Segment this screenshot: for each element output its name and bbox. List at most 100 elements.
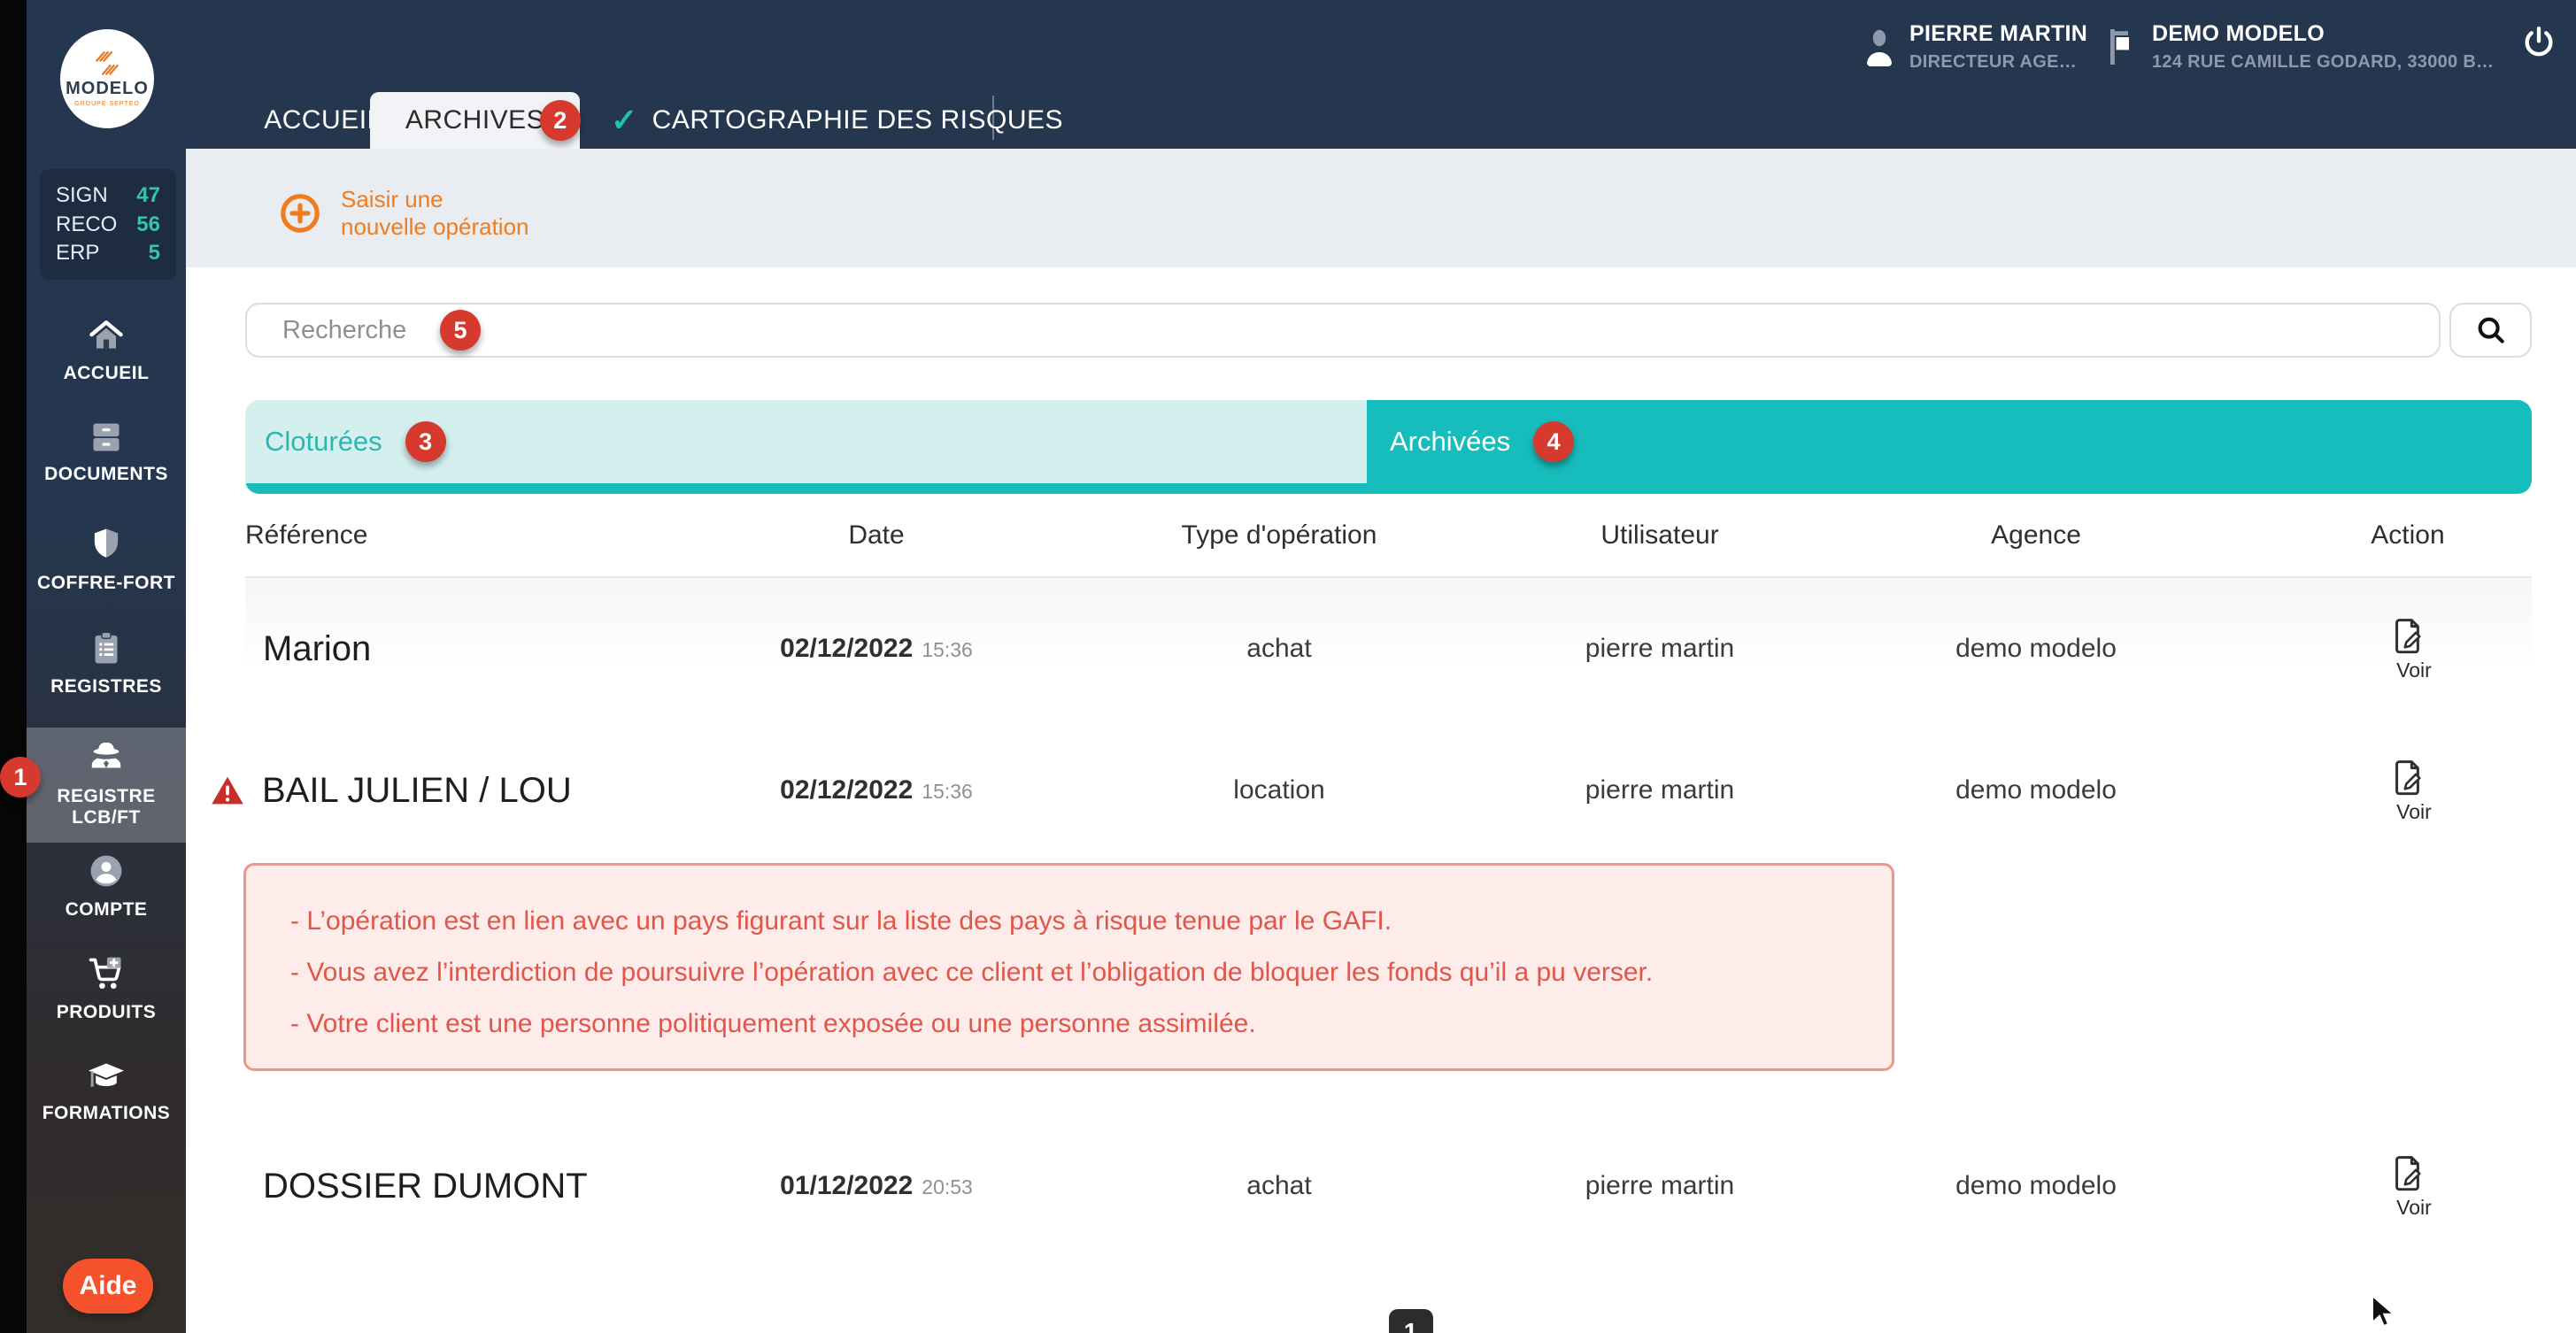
tab-cloturees-label: Cloturées bbox=[265, 426, 382, 457]
row-reference: DOSSIER DUMONT bbox=[263, 1166, 588, 1206]
sidebar-item-label: ACCUEIL bbox=[63, 363, 150, 383]
stat-reco: RECO 56 bbox=[56, 212, 160, 237]
logo-subbrand: GROUPE SEPTEO bbox=[74, 101, 140, 107]
row-agency: demo modelo bbox=[1955, 634, 2117, 663]
sidebar-item-label: COMPTE bbox=[65, 899, 148, 920]
action-band: Saisir une nouvelle opération bbox=[186, 149, 2576, 267]
search-button[interactable] bbox=[2449, 303, 2532, 358]
logout-power-icon[interactable] bbox=[2521, 25, 2557, 60]
tab-cartographie-label: CARTOGRAPHIE DES RISQUES bbox=[652, 105, 1064, 135]
table-header: Référence Date Type d'opération Utilisat… bbox=[245, 494, 2532, 578]
column-type: Type d'opération bbox=[1181, 520, 1377, 550]
plus-circle-icon bbox=[279, 192, 321, 235]
sidebar-item-produits[interactable]: PRODUITS bbox=[27, 954, 186, 1023]
main-content: 5 Cloturées 3 Archivées 4 bbox=[186, 267, 2576, 1333]
mouse-cursor bbox=[2371, 1294, 2401, 1329]
view-action-button[interactable]: Voir bbox=[2384, 616, 2432, 682]
sidebar-item-label: FORMATIONS bbox=[42, 1103, 171, 1123]
warning-icon bbox=[211, 775, 244, 805]
user-icon bbox=[1862, 26, 1897, 68]
help-button[interactable]: Aide bbox=[63, 1259, 153, 1314]
tab-archives-label: ARCHIVES bbox=[405, 105, 545, 135]
user-menu[interactable]: PIERRE MARTIN DIRECTEUR AGE… bbox=[1862, 21, 2087, 73]
logo-s-icon bbox=[95, 50, 120, 75]
tab-archives-badge: 2 bbox=[540, 100, 581, 141]
sidebar-item-coffre-fort[interactable]: COFFRE-FORT bbox=[27, 525, 186, 594]
stat-value: 5 bbox=[148, 241, 160, 265]
tab-cartographie[interactable]: ✓ CARTOGRAPHIE DES RISQUES bbox=[611, 92, 1063, 149]
account-icon bbox=[87, 851, 126, 890]
row-date: 02/12/2022 15:36 bbox=[780, 634, 973, 663]
sidebar-item-label: REGISTRES bbox=[50, 676, 162, 697]
row-user: pierre martin bbox=[1585, 1171, 1735, 1200]
search-bar: 5 bbox=[245, 303, 2532, 358]
stat-value: 47 bbox=[136, 183, 160, 207]
table-row[interactable]: DOSSIER DUMONT 01/12/2022 20:53 achat pi… bbox=[245, 1071, 2532, 1301]
left-edge-strip bbox=[0, 0, 27, 1333]
agency-menu[interactable]: DEMO MODELO 124 RUE CAMILLE GODARD, 3300… bbox=[2102, 21, 2494, 73]
row-agency: demo modelo bbox=[1955, 775, 2117, 805]
column-reference: Référence bbox=[245, 520, 368, 550]
row-user: pierre martin bbox=[1585, 775, 1735, 805]
shield-icon bbox=[88, 525, 125, 564]
pagination-page-1[interactable]: 1 bbox=[1388, 1309, 1433, 1333]
tab-cloturees-badge: 3 bbox=[405, 421, 446, 462]
cart-plus-icon bbox=[86, 954, 127, 993]
alert-line: - Votre client est une personne politiqu… bbox=[290, 1009, 1256, 1038]
spy-icon bbox=[86, 740, 127, 777]
search-input[interactable] bbox=[245, 303, 2441, 358]
table-row[interactable]: BAIL JULIEN / LOU 02/12/2022 15:36 locat… bbox=[212, 720, 2532, 1071]
agency-address: 124 RUE CAMILLE GODARD, 33000 B… bbox=[2152, 52, 2495, 72]
search-badge: 5 bbox=[440, 310, 481, 351]
documents-icon bbox=[87, 420, 126, 455]
tab-accueil[interactable]: ACCUEIL bbox=[264, 105, 382, 135]
agency-flag-icon bbox=[2102, 25, 2140, 69]
document-edit-icon bbox=[2389, 616, 2426, 657]
sidebar-lcbft-badge: 1 bbox=[0, 757, 41, 797]
sidebar-item-formations[interactable]: FORMATIONS bbox=[27, 1059, 186, 1124]
alert-line: - L’opération est en lien avec un pays f… bbox=[290, 906, 1392, 936]
row-type: achat bbox=[1246, 1171, 1312, 1200]
user-role: DIRECTEUR AGE… bbox=[1909, 52, 2078, 72]
agency-name: DEMO MODELO bbox=[2152, 21, 2325, 46]
tab-archivees[interactable]: Archivées 4 bbox=[1367, 400, 2532, 483]
row-reference: Marion bbox=[263, 628, 372, 668]
column-utilisateur: Utilisateur bbox=[1600, 520, 1719, 550]
column-action: Action bbox=[2371, 520, 2445, 550]
compliance-alert-box: - L’opération est en lien avec un pays f… bbox=[243, 863, 1894, 1071]
stat-label: ERP bbox=[56, 241, 100, 265]
stat-label: SIGN bbox=[56, 183, 108, 207]
tab-cloturees[interactable]: Cloturées 3 bbox=[245, 400, 1367, 483]
stat-erp: ERP 5 bbox=[56, 241, 160, 266]
document-edit-icon bbox=[2389, 1153, 2426, 1194]
check-icon: ✓ bbox=[611, 102, 638, 138]
alert-line: - Vous avez l’interdiction de poursuivre… bbox=[290, 958, 1654, 987]
row-type: achat bbox=[1246, 634, 1312, 663]
column-date: Date bbox=[848, 520, 905, 550]
filter-tabs-underline bbox=[245, 483, 2532, 494]
search-icon bbox=[2474, 313, 2508, 347]
row-date: 02/12/2022 15:36 bbox=[780, 775, 973, 805]
table-row[interactable]: Marion 02/12/2022 15:36 achat pierre mar… bbox=[245, 578, 2532, 720]
column-agence: Agence bbox=[1991, 520, 2081, 550]
view-action-button[interactable]: Voir bbox=[2384, 1153, 2432, 1220]
sidebar-item-documents[interactable]: DOCUMENTS bbox=[27, 420, 186, 485]
row-user: pierre martin bbox=[1585, 634, 1735, 663]
view-action-button[interactable]: Voir bbox=[2384, 758, 2432, 824]
operations-table: Référence Date Type d'opération Utilisat… bbox=[212, 494, 2532, 1301]
clipboard-icon bbox=[89, 628, 124, 667]
sidebar-item-accueil[interactable]: ACCUEIL bbox=[27, 317, 186, 384]
filter-tabs: Cloturées 3 Archivées 4 bbox=[245, 400, 2532, 494]
logo-brand: MODELO bbox=[66, 79, 149, 98]
sidebar-item-compte[interactable]: COMPTE bbox=[27, 851, 186, 921]
sidebar-item-label: DOCUMENTS bbox=[44, 464, 168, 484]
tab-archives[interactable]: ARCHIVES 2 bbox=[370, 92, 581, 149]
stat-sign: SIGN 47 bbox=[56, 183, 160, 208]
sidebar-item-registre-lcbft[interactable]: REGISTRE LCB/FT bbox=[27, 728, 186, 843]
stat-value: 56 bbox=[136, 212, 160, 236]
new-operation-button[interactable]: Saisir une nouvelle opération bbox=[279, 186, 529, 241]
sidebar-item-label: COFFRE-FORT bbox=[37, 573, 175, 593]
sidebar-item-registres[interactable]: REGISTRES bbox=[27, 628, 186, 697]
row-date: 01/12/2022 20:53 bbox=[780, 1171, 973, 1200]
